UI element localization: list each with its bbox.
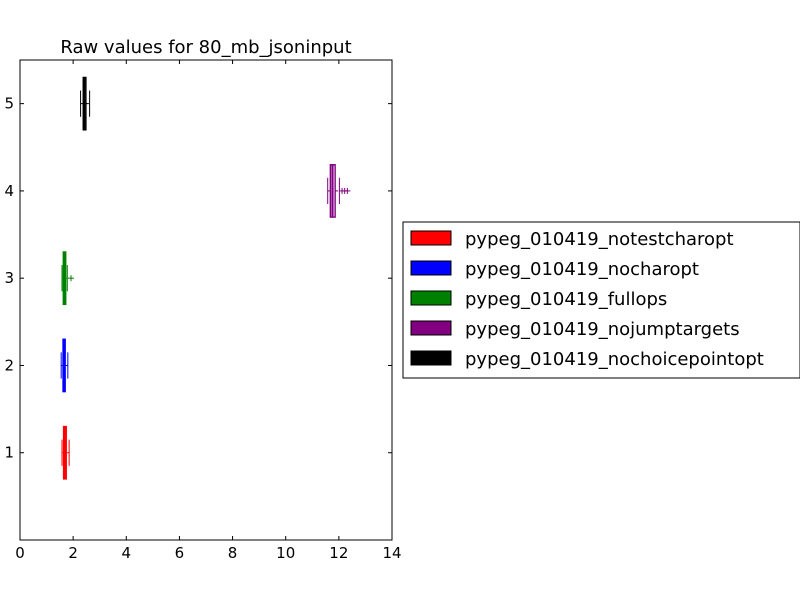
box-pypeg_010419_nochoicepointopt bbox=[80, 76, 91, 131]
axes-frame bbox=[19, 59, 393, 541]
legend-label: pypeg_010419_nocharopt bbox=[465, 259, 699, 280]
plot-area bbox=[19, 59, 393, 541]
y-tick-label: 3 bbox=[4, 269, 14, 287]
box-group bbox=[60, 76, 351, 480]
x-tick-label: 8 bbox=[228, 544, 238, 562]
legend-swatch bbox=[410, 350, 452, 366]
legend-label: pypeg_010419_nojumptargets bbox=[465, 319, 740, 340]
x-tick-label: 12 bbox=[329, 544, 348, 562]
legend-entries: pypeg_010419_notestcharopt pypeg_010419_n… bbox=[410, 229, 764, 370]
box-pypeg_010419_notestcharopt bbox=[61, 425, 70, 480]
y-tick-label: 2 bbox=[4, 356, 14, 374]
box-pypeg_010419_nocharopt bbox=[60, 338, 69, 393]
x-tick-label: 0 bbox=[15, 544, 25, 562]
legend-swatch bbox=[410, 230, 452, 246]
box-pypeg_010419_fullops bbox=[61, 251, 75, 306]
box-pypeg_010419_nojumptargets bbox=[327, 164, 351, 218]
legend-swatch bbox=[410, 290, 452, 306]
legend-label: pypeg_010419_nochoicepointopt bbox=[465, 349, 764, 370]
y-axis: 1 2 3 4 5 bbox=[4, 95, 392, 462]
y-tick-label: 1 bbox=[4, 444, 14, 462]
legend-swatch bbox=[410, 320, 452, 336]
x-tick-label: 2 bbox=[68, 544, 78, 562]
x-axis: 0 2 4 6 8 10 12 14 bbox=[15, 60, 402, 562]
legend-frame bbox=[402, 221, 800, 379]
x-tick-label: 6 bbox=[175, 544, 185, 562]
x-tick-label: 4 bbox=[122, 544, 132, 562]
y-tick-label: 4 bbox=[4, 182, 14, 200]
chart-title: Raw values for 80_mb_jsoninput bbox=[60, 37, 351, 58]
legend-swatch bbox=[410, 260, 452, 276]
x-tick-label: 10 bbox=[276, 544, 295, 562]
legend: pypeg_010419_notestcharopt pypeg_010419_n… bbox=[402, 221, 800, 379]
legend-label: pypeg_010419_notestcharopt bbox=[465, 229, 734, 250]
y-tick-label: 5 bbox=[4, 95, 14, 113]
x-tick-label: 14 bbox=[382, 544, 401, 562]
legend-label: pypeg_010419_fullops bbox=[465, 289, 667, 310]
